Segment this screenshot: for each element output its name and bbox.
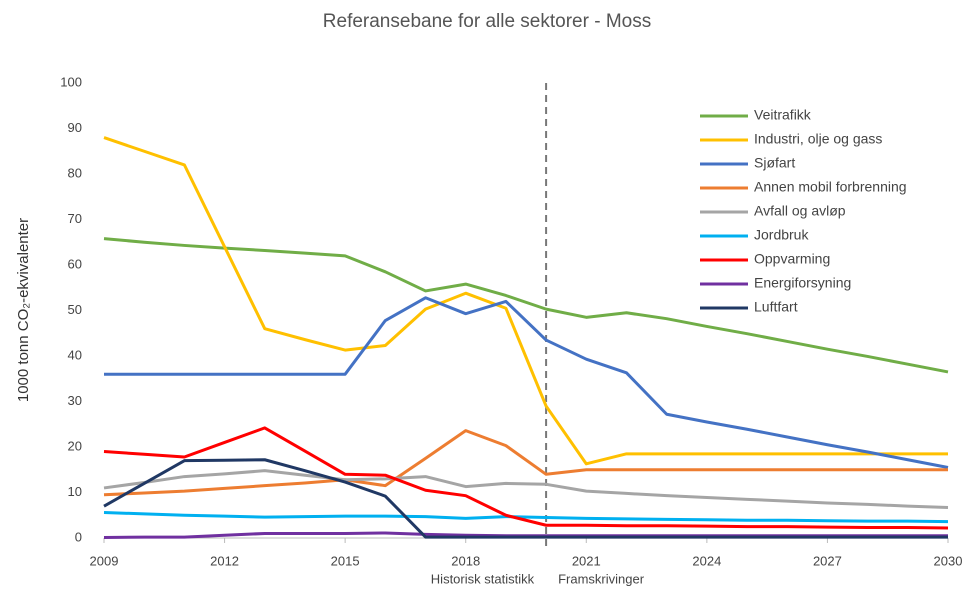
legend-label: Luftfart — [754, 299, 798, 315]
legend-label: Annen mobil forbrenning — [754, 179, 907, 195]
series-line — [103, 458, 948, 539]
y-tick-label: 10 — [68, 484, 82, 499]
series-line — [103, 511, 949, 524]
y-tick-label: 50 — [68, 302, 82, 317]
series-line — [103, 237, 949, 374]
y-axis-label: 1000 tonn CO₂-ekvivalenter — [15, 218, 32, 402]
legend-label: Jordbruk — [754, 227, 809, 243]
x-tick-label: 2024 — [692, 553, 721, 568]
x-tick-label: 2009 — [90, 553, 119, 568]
series-line — [103, 469, 949, 510]
y-tick-label: 30 — [68, 393, 82, 408]
divider-label: Historisk statistikk — [431, 571, 535, 586]
legend-label: Oppvarming — [754, 251, 830, 267]
y-tick-label: 0 — [75, 529, 82, 544]
chart-title: Referansebane for alle sektorer - Moss — [323, 11, 651, 32]
y-tick-label: 40 — [68, 347, 82, 362]
series-line — [104, 296, 949, 469]
y-tick-label: 100 — [60, 74, 82, 89]
legend-label: Industri, olje og gass — [754, 131, 882, 147]
x-tick-label: 2012 — [210, 553, 239, 568]
legend-label: Sjøfart — [754, 155, 795, 171]
y-tick-label: 70 — [68, 211, 82, 226]
series-line — [103, 136, 948, 466]
x-tick-label: 2018 — [451, 553, 480, 568]
x-tick-label: 2015 — [331, 553, 360, 568]
series-line — [103, 426, 949, 530]
y-tick-label: 60 — [68, 256, 82, 271]
x-tick-label: 2021 — [572, 553, 601, 568]
y-tick-label: 90 — [68, 120, 82, 135]
x-tick-label: 2030 — [934, 553, 963, 568]
legend-label: Energiforsyning — [754, 275, 851, 291]
divider-label: Framskrivinger — [558, 571, 645, 586]
legend-label: Veitrafikk — [754, 107, 812, 123]
legend-label: Avfall og avløp — [754, 203, 846, 219]
y-tick-label: 80 — [68, 165, 82, 180]
series-line — [103, 429, 948, 497]
x-tick-label: 2027 — [813, 553, 842, 568]
y-tick-label: 20 — [68, 438, 82, 453]
